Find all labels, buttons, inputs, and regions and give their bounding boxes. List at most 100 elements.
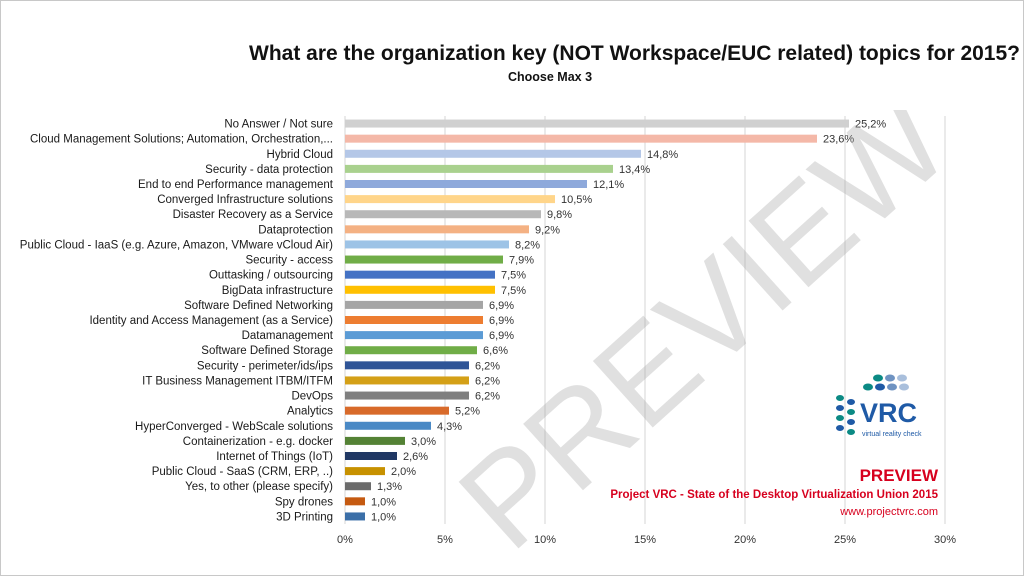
bar xyxy=(345,421,431,430)
bar xyxy=(345,452,397,460)
bar xyxy=(345,164,613,173)
category-label: Datamanagement xyxy=(242,330,334,342)
bar xyxy=(345,406,449,415)
data-label: 4,3% xyxy=(437,421,462,433)
data-label: 6,9% xyxy=(489,315,514,327)
bar xyxy=(345,376,469,385)
data-label: 9,8% xyxy=(547,209,572,221)
chart-title: What are the organization key (NOT Works… xyxy=(249,42,1020,65)
category-label: Security - access xyxy=(245,255,333,267)
bar xyxy=(345,240,509,249)
data-label: 6,6% xyxy=(483,345,508,357)
bar xyxy=(345,119,849,128)
bar xyxy=(345,300,483,309)
category-labels: No Answer / Not sure Cloud Management Sol… xyxy=(20,119,334,524)
x-tick-label: 10% xyxy=(534,534,556,546)
data-label: 6,2% xyxy=(475,360,500,372)
bar xyxy=(345,482,371,491)
bar xyxy=(345,210,541,219)
data-label: 7,5% xyxy=(501,285,526,297)
data-label: 1,3% xyxy=(377,481,402,493)
category-label: Dataprotection xyxy=(258,224,333,236)
bar xyxy=(345,497,365,506)
category-label: 3D Printing xyxy=(276,511,333,523)
category-label: Software Defined Storage xyxy=(201,345,333,357)
bar xyxy=(345,391,469,400)
category-label: Public Cloud - SaaS (CRM, ERP, ..) xyxy=(152,466,333,478)
category-label: Cloud Management Solutions; Automation, … xyxy=(30,134,333,146)
category-label: Outtasking / outsourcing xyxy=(209,270,333,282)
bar xyxy=(345,316,483,324)
x-tick-label: 5% xyxy=(437,534,453,546)
category-label: BigData infrastructure xyxy=(222,285,333,297)
bar xyxy=(345,436,405,445)
data-label: 6,2% xyxy=(475,391,500,403)
category-label: Public Cloud - IaaS (e.g. Azure, Amazon,… xyxy=(20,239,333,251)
data-label: 2,0% xyxy=(391,466,416,478)
category-label: Disaster Recovery as a Service xyxy=(173,209,333,221)
data-label: 2,6% xyxy=(403,451,428,463)
data-label: 7,5% xyxy=(501,270,526,282)
data-label: 9,2% xyxy=(535,224,560,236)
bar xyxy=(345,346,477,355)
bar xyxy=(345,149,641,158)
data-label: 10,5% xyxy=(561,194,592,206)
data-label: 13,4% xyxy=(619,164,650,176)
category-label: Internet of Things (IoT) xyxy=(216,451,333,463)
bar xyxy=(345,225,529,234)
source-line: Project VRC - State of the Desktop Virtu… xyxy=(610,489,938,501)
category-label: No Answer / Not sure xyxy=(224,119,333,131)
category-label: Spy drones xyxy=(275,496,333,508)
bar xyxy=(345,270,495,279)
data-label: 1,0% xyxy=(371,496,396,508)
bars xyxy=(345,119,849,521)
data-label: 1,0% xyxy=(371,511,396,523)
data-label: 6,2% xyxy=(475,375,500,387)
bar xyxy=(345,361,469,370)
bar xyxy=(345,195,555,204)
data-label: 14,8% xyxy=(647,149,678,161)
category-label: IT Business Management ITBM/ITFM xyxy=(142,375,333,387)
data-label: 12,1% xyxy=(593,179,624,191)
category-label: Identity and Access Management (as a Ser… xyxy=(89,315,333,327)
x-axis-ticks: 0% 5% 10% 15% 20% 25% 30% xyxy=(337,534,956,546)
category-label: Converged Infrastructure solutions xyxy=(157,194,333,206)
bar xyxy=(345,512,365,521)
x-tick-label: 30% xyxy=(934,534,956,546)
category-label: Security - data protection xyxy=(205,164,333,176)
preview-label: PREVIEW xyxy=(859,466,938,485)
logo-brand: VRC xyxy=(860,398,917,428)
category-label: End to end Performance management xyxy=(138,179,334,191)
bar xyxy=(345,467,385,476)
category-label: HyperConverged - WebScale solutions xyxy=(135,421,333,433)
logo-tagline: virtual reality check xyxy=(862,431,922,438)
logo-dots-icon xyxy=(836,374,909,435)
bar xyxy=(345,331,483,340)
bar xyxy=(345,255,503,264)
data-labels: 25,2%23,6% 14,8% 13,4% 12,1%10,5% 9,8% 9,2% 8,… xyxy=(371,119,886,524)
category-label: DevOps xyxy=(291,391,333,403)
data-label: 8,2% xyxy=(515,239,540,251)
x-tick-label: 0% xyxy=(337,534,353,546)
category-label: Security - perimeter/ids/ips xyxy=(197,360,333,372)
x-tick-label: 15% xyxy=(634,534,656,546)
data-label: 25,2% xyxy=(855,119,886,131)
bar xyxy=(345,134,817,143)
data-label: 3,0% xyxy=(411,436,436,448)
data-label: 6,9% xyxy=(489,330,514,342)
x-tick-label: 20% xyxy=(734,534,756,546)
category-label: Containerization - e.g. docker xyxy=(183,436,333,448)
bar xyxy=(345,180,587,188)
data-label: 7,9% xyxy=(509,255,534,267)
category-label: Yes, to other (please specify) xyxy=(185,481,333,493)
x-tick-label: 25% xyxy=(834,534,856,546)
vrc-logo: VRC virtual reality check xyxy=(836,374,922,438)
data-label: 5,2% xyxy=(455,406,480,418)
source-url[interactable]: www.projectvrc.com xyxy=(840,506,938,518)
category-label: Analytics xyxy=(287,406,333,418)
data-label: 23,6% xyxy=(823,134,854,146)
category-label: Hybrid Cloud xyxy=(267,149,333,161)
bar xyxy=(345,285,495,294)
chart-subtitle: Choose Max 3 xyxy=(507,70,593,84)
